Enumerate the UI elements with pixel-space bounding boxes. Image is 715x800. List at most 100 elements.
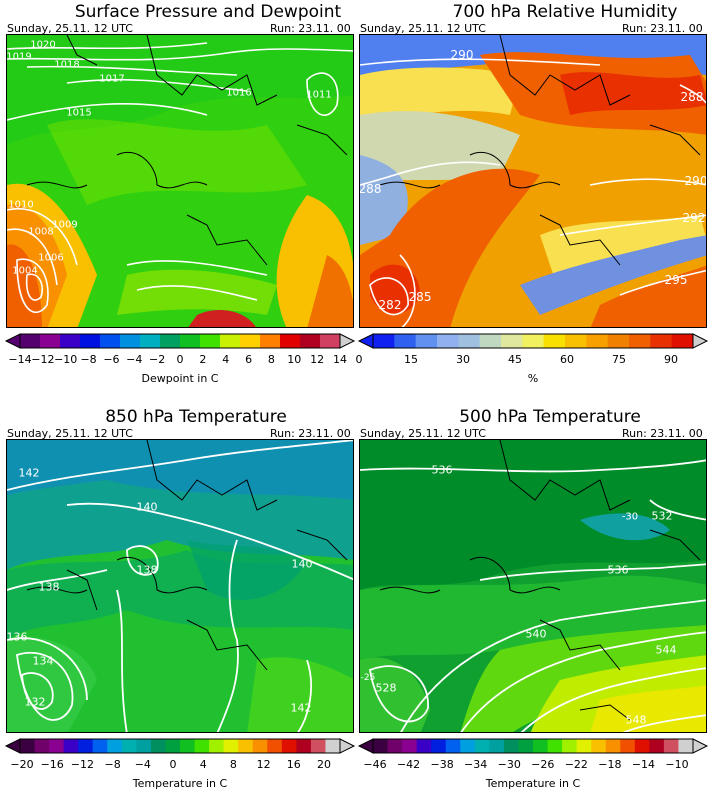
- colorbar-label: %: [527, 372, 539, 385]
- colorbar-swatch: [373, 334, 395, 348]
- colorbar-swatch: [80, 334, 101, 348]
- isotherm-label: 134: [32, 654, 54, 668]
- isotherm-label: 138: [136, 563, 158, 577]
- colorbar-swatch: [280, 334, 301, 348]
- colorbar-swatch: [140, 334, 161, 348]
- colorbar-swatch: [296, 739, 312, 753]
- colorbar-humidity: [357, 333, 709, 349]
- isotherm-label: 132: [24, 695, 46, 709]
- colorbar-tick-label: −10: [54, 353, 78, 366]
- colorbar-swatch: [136, 739, 152, 753]
- isotherm-label: 528: [375, 681, 397, 695]
- colorbar-frame: [372, 333, 694, 349]
- colorbar-swatch: [240, 334, 261, 348]
- colorbar-tick-label: 15: [404, 353, 418, 366]
- isotherm-label: 136: [6, 630, 28, 644]
- colorbar-swatch: [160, 334, 181, 348]
- colorbar-swatch: [565, 334, 587, 348]
- colorbar-swatch: [634, 739, 650, 753]
- colorbar-tick-label: −4: [126, 353, 143, 366]
- colorbar-swatch: [252, 739, 268, 753]
- colorbar-swatch: [460, 739, 476, 753]
- colorbar-swatch: [607, 334, 630, 348]
- colorbar-swatch: [586, 334, 609, 348]
- isobar-label: 1010: [8, 199, 34, 211]
- valid-date: Sunday, 25.11. 12 UTC: [360, 427, 486, 440]
- colorbar-swatch: [194, 739, 210, 753]
- colorbar-tick-label: 0: [176, 353, 184, 366]
- isobar-label: 1017: [99, 73, 125, 85]
- isotherm-label: 140: [136, 500, 158, 514]
- colorbar-swatch: [678, 739, 694, 753]
- colorbar-swatch: [320, 334, 341, 348]
- colorbar-swatch: [402, 739, 418, 753]
- isobar-label: 1009: [52, 219, 78, 231]
- colorbar-swatch: [605, 739, 621, 753]
- colorbar-tick-label: 16: [286, 758, 301, 771]
- isobar-label: 1011: [306, 89, 332, 101]
- run-info: Run: 23.11. 00: [270, 427, 351, 440]
- isotherm-label: 142: [18, 466, 40, 480]
- colorbar-label: Temperature in C: [132, 777, 228, 790]
- run-info: Run: 23.11. 00: [270, 22, 351, 35]
- colorbar-swatch: [431, 739, 447, 753]
- colorbar-tick-label: −4: [134, 758, 151, 771]
- colorbar-swatch: [100, 334, 121, 348]
- colorbar-swatch: [501, 334, 523, 348]
- colorbar-swatch: [591, 739, 607, 753]
- isotherm-label: 544: [655, 643, 677, 657]
- isobar-label: 1016: [226, 87, 252, 99]
- colorbar-swatch: [180, 334, 201, 348]
- colorbar-swatch: [576, 739, 592, 753]
- colorbar-tick-label: −30: [497, 758, 521, 771]
- colorbar-swatch: [260, 334, 281, 348]
- panel-title: Surface Pressure and Dewpoint: [74, 2, 342, 22]
- isotherm-label: -25: [360, 673, 376, 683]
- isotherm-label: 532: [651, 509, 673, 523]
- colorbar-frame: [19, 333, 341, 349]
- colorbar-swatch: [60, 334, 81, 348]
- isotherm-label: 142: [290, 701, 312, 715]
- isobar-label: 1006: [38, 252, 64, 264]
- colorbar-extend-max: [339, 333, 356, 349]
- colorbar-frame: [19, 738, 341, 754]
- colorbar-tick-label: −34: [464, 758, 488, 771]
- colorbar-tick-label: 30: [456, 353, 470, 366]
- colorbar-swatch: [503, 739, 519, 753]
- colorbar-tick-label: −10: [665, 758, 689, 771]
- panel-title: 700 hPa Relative Humidity: [452, 2, 678, 22]
- colorbar-swatch: [649, 739, 665, 753]
- colorbar-tick-label: −16: [40, 758, 64, 771]
- colorbar-tick-label: 90: [664, 353, 678, 366]
- colorbar-swatch: [92, 739, 108, 753]
- colorbar-tick-label: −12: [31, 353, 55, 366]
- colorbar-swatch: [522, 334, 545, 348]
- isoline-label: 292: [682, 211, 706, 225]
- colorbar-swatch: [458, 334, 481, 348]
- colorbar-tick-label: −42: [396, 758, 421, 771]
- colorbar-swatch: [267, 739, 283, 753]
- isoline-label: 282: [378, 298, 402, 312]
- colorbar-tick-label: −8: [104, 758, 121, 771]
- valid-date: Sunday, 25.11. 12 UTC: [7, 427, 133, 440]
- colorbar-swatch: [121, 739, 137, 753]
- colorbar-tick-label: 10: [287, 353, 302, 366]
- colorbar-tick-label: −8: [80, 353, 97, 366]
- colorbar-swatch: [63, 739, 79, 753]
- colorbar-tick-label: 12: [256, 758, 271, 771]
- colorbar-extend-min: [4, 738, 21, 754]
- colorbar-swatch: [474, 739, 490, 753]
- colorbar-tick-label: 12: [310, 353, 325, 366]
- colorbar-850hpa: [4, 738, 356, 754]
- map-850hpa: 142 140 138 138 140 136 134 132 142: [6, 439, 354, 733]
- colorbar-swatch: [533, 739, 549, 753]
- colorbar-swatch: [445, 739, 461, 753]
- colorbar-dewpoint: [4, 333, 356, 349]
- colorbar-tick-label: 8: [267, 353, 275, 366]
- colorbar-extend-max: [339, 738, 356, 754]
- colorbar-500hpa: [357, 738, 709, 754]
- isobar-label: 1020: [30, 39, 56, 51]
- isoline-label: 290: [450, 48, 474, 62]
- isobar-label: 1004: [12, 265, 38, 277]
- panel-title: 850 hPa Temperature: [105, 407, 287, 427]
